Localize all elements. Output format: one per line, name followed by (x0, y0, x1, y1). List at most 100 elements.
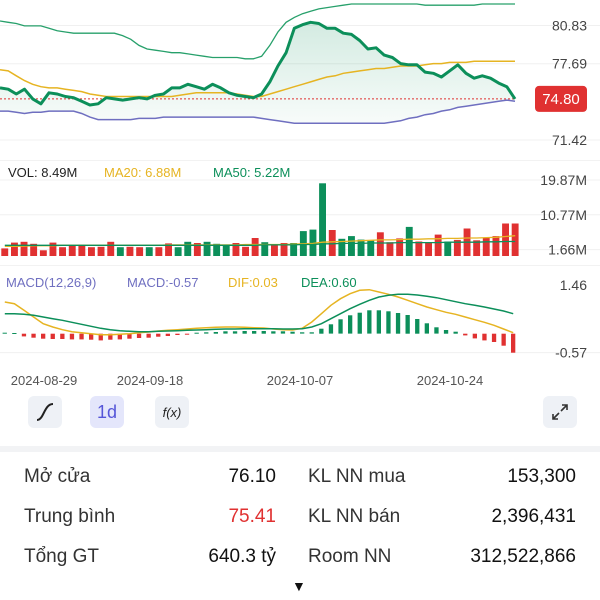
dea-line (4, 293, 514, 333)
average-value: 75.41 (228, 506, 276, 527)
macd-histogram-bar (31, 333, 36, 338)
macd-histogram-bar (501, 333, 506, 346)
volume-bar (11, 242, 18, 256)
macd-axis-tick: 1.46 (560, 277, 587, 293)
volume-bar (213, 243, 221, 256)
volume-bar (59, 247, 66, 256)
volume-axis-tick: 1.66M (548, 242, 587, 258)
macd-histogram-bar (338, 319, 343, 334)
volume-bar (232, 243, 240, 256)
indicator-button[interactable]: f(x) (155, 396, 189, 428)
volume-bar (145, 247, 153, 256)
dif-line (4, 288, 514, 336)
curve-icon (36, 403, 54, 421)
macd-histogram-bar (117, 333, 122, 340)
macd-histogram-bar (424, 323, 429, 334)
volume-bar (126, 246, 134, 256)
macd-histogram-bar (60, 333, 65, 339)
volume-ma50-label: MA50: 5.22M (213, 165, 290, 180)
macd-histogram-bar (386, 311, 391, 334)
volume-bar (20, 241, 28, 256)
volume-bar (492, 236, 500, 256)
volume-bar (193, 243, 201, 256)
date-axis-tick: 2024-10-07 (267, 373, 334, 388)
macd-histogram-bar (511, 333, 516, 353)
volume-bar (396, 238, 404, 256)
macd-histogram-bar (204, 332, 209, 334)
volume-bar (425, 243, 432, 256)
volume-bar (434, 234, 442, 256)
current-price-tag: 74.80 (535, 85, 587, 112)
macd-histogram-bar (367, 310, 372, 334)
close-price-line (0, 20, 517, 107)
volume-ma20-label: MA20: 6.88M (104, 165, 181, 180)
volume-bar (1, 248, 9, 256)
macd-histogram-bar (146, 333, 151, 338)
macd-histogram-bar (271, 331, 276, 334)
volume-bar (473, 240, 481, 256)
price-ma50-line (0, 99, 516, 124)
stats-row-open: Mở cửa 76.10 KL NN mua 153,300 (0, 458, 600, 498)
volume-bar (415, 241, 423, 256)
expand-more-icon[interactable]: ▼ (292, 578, 306, 594)
volume-bar (511, 223, 519, 256)
open-value: 76.10 (228, 466, 276, 487)
macd-histogram-bar (108, 333, 113, 340)
macd-histogram-bar (376, 310, 381, 334)
macd-histogram-bar (89, 333, 94, 340)
macd-histogram-bar (194, 332, 199, 334)
volume-bar (165, 243, 172, 256)
stats-row-average: Trung bình 75.41 KL NN bán 2,396,431 (0, 498, 600, 538)
expand-icon (552, 404, 568, 420)
macd-histogram-bar (491, 333, 497, 342)
dea-value-label: DEA:0.60 (301, 275, 357, 290)
volume-bar (482, 237, 490, 256)
interval-button[interactable]: 1d (90, 396, 124, 428)
date-axis-tick: 2024-09-18 (117, 373, 184, 388)
volume-bar (88, 247, 95, 256)
macd-histogram-bar (280, 331, 286, 334)
macd-histogram-bar (98, 333, 103, 341)
price-axis-tick: 80.83 (552, 18, 587, 34)
volume-chart[interactable]: VOL: 8.49M MA20: 6.88M MA50: 5.22M 19.87… (0, 160, 600, 265)
macd-params-label: MACD(12,26,9) (6, 275, 96, 290)
open-label: Mở cửa (24, 466, 91, 487)
macd-histogram-bar (472, 333, 477, 339)
volume-bar (78, 244, 86, 256)
date-axis-tick: 2024-08-29 (11, 373, 78, 388)
macd-histogram-bar (232, 331, 238, 334)
macd-histogram-bar (319, 328, 324, 334)
total-value: 640.3 tỷ (208, 546, 276, 567)
macd-chart[interactable]: MACD(12,26,9) MACD:-0.57 DIF:0.03 DEA:0.… (0, 265, 600, 392)
macd-histogram-bar (156, 333, 161, 337)
price-chart[interactable]: 80.83 77.69 71.42 74.80 (0, 0, 600, 160)
volume-bar (453, 239, 461, 256)
macd-value-label: MACD:-0.57 (127, 275, 199, 290)
volume-bar (222, 244, 230, 256)
volume-bar (444, 241, 452, 256)
macd-histogram-bar (463, 333, 468, 336)
volume-bar (405, 226, 413, 256)
volume-bar (357, 239, 365, 256)
volume-label: VOL: 8.49M (8, 165, 77, 180)
expand-button[interactable] (543, 396, 577, 428)
macd-histogram-bar (348, 315, 353, 334)
macd-histogram-bar (261, 331, 266, 334)
volume-bar (184, 241, 192, 256)
macd-histogram-bar (213, 332, 218, 334)
current-price-value: 74.80 (542, 91, 580, 108)
volume-bar (271, 244, 278, 256)
macd-histogram-bar (309, 332, 314, 334)
macd-histogram-bar (482, 333, 487, 341)
average-label: Trung bình (24, 506, 116, 527)
foreign-sell-label: KL NN bán (308, 506, 401, 527)
volume-bar (251, 238, 259, 256)
date-axis-tick: 2024-10-24 (417, 373, 484, 388)
line-style-button[interactable] (28, 396, 62, 428)
macd-histogram-bar (242, 331, 247, 334)
macd-histogram-bar (165, 333, 170, 336)
chart-toolbar: 1d f(x) (0, 392, 600, 434)
macd-histogram-bar (50, 333, 55, 339)
function-icon: f(x) (162, 404, 182, 420)
foreign-room-label: Room NN (308, 546, 392, 567)
